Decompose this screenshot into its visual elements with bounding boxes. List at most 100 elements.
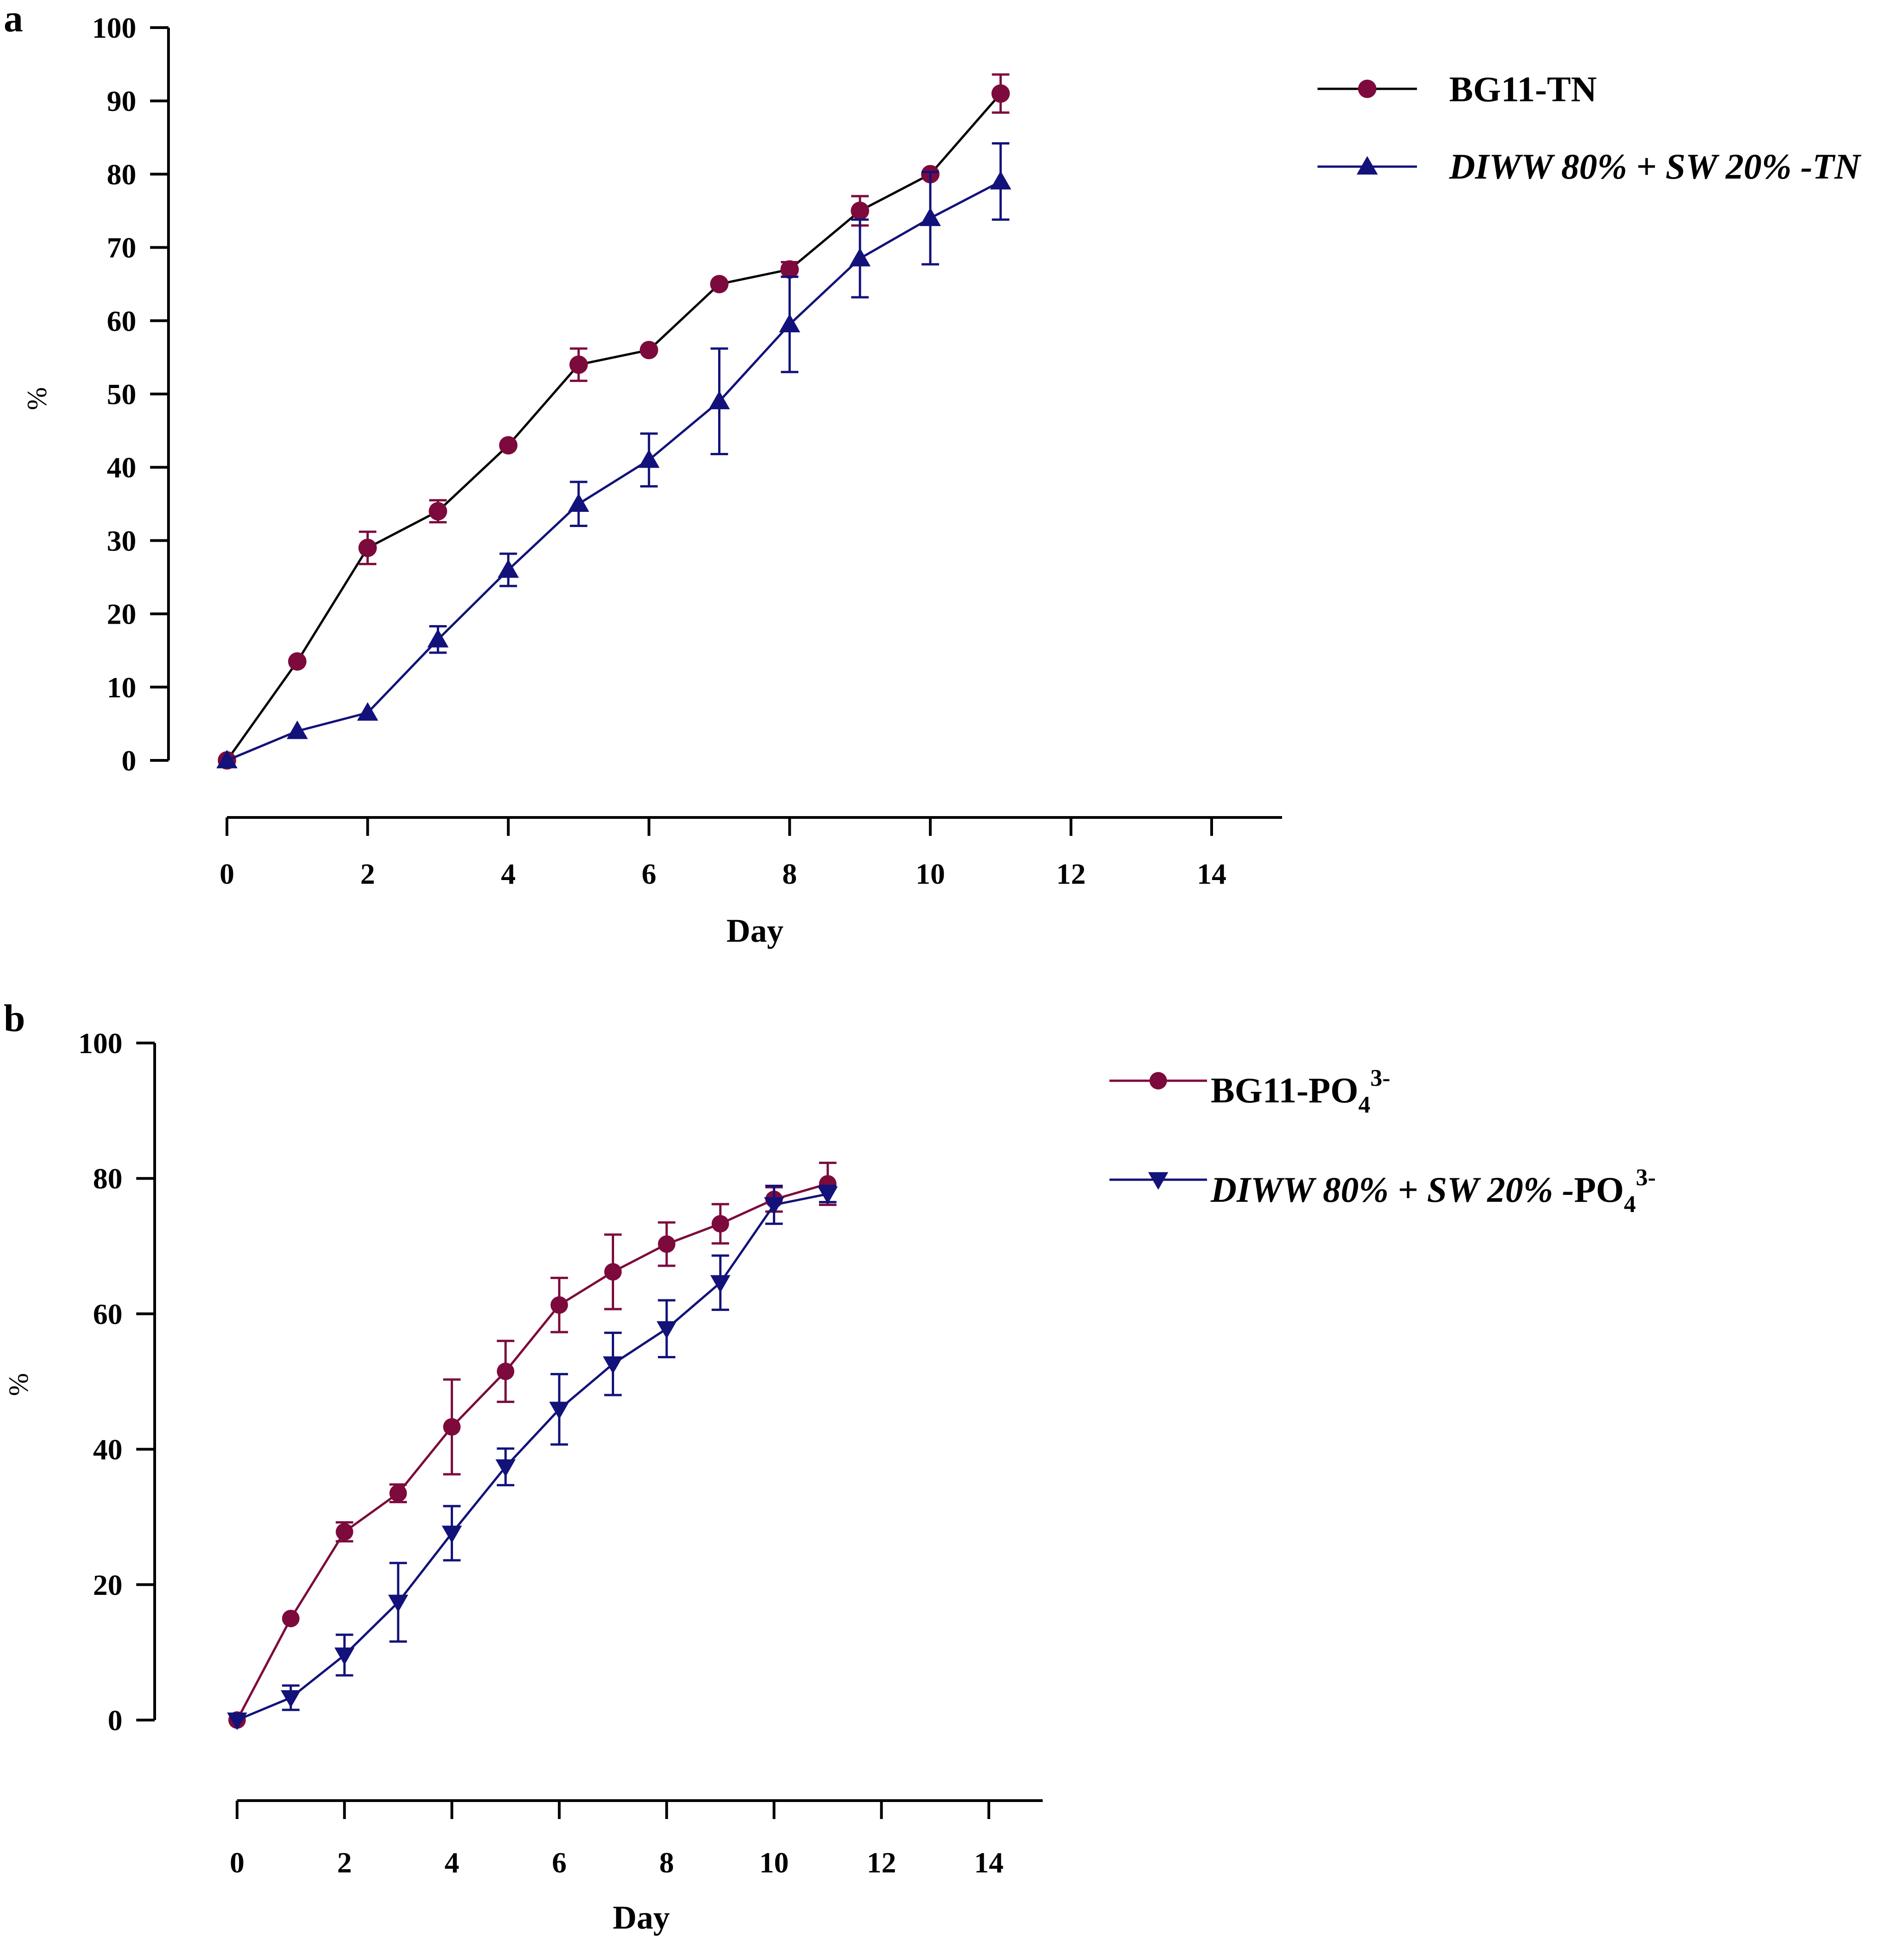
- y-tick-label: 20: [107, 598, 136, 631]
- x-tick-label: 14: [974, 1846, 1004, 1879]
- panel-b-y-ticks: 0 20 40 60 80 100: [78, 1027, 155, 1737]
- data-point: [991, 84, 1010, 103]
- data-point: [389, 1484, 407, 1502]
- panel-b-x-axis-title: Day: [613, 1899, 670, 1936]
- y-tick-label: 80: [107, 158, 136, 191]
- data-point: [357, 702, 378, 721]
- x-tick-label: 0: [230, 1846, 244, 1879]
- y-tick-label: 80: [93, 1162, 122, 1195]
- data-point: [780, 260, 799, 279]
- data-point: [656, 1321, 677, 1339]
- data-point: [227, 1712, 247, 1730]
- legend-entry-1: BG11-TN: [1318, 69, 1597, 109]
- series-2: [227, 1184, 838, 1730]
- panel-b: b 0 20 40 60 80 100 0 2 4 6 8 10 12 14 Day % BG11-PO…: [3, 997, 1656, 1936]
- x-tick-label: 12: [867, 1846, 896, 1879]
- panel-a: a 0 10 20 30 40 50 60 70 80 90 100 0 2 4 6 8 10 12 14 Day…: [4, 0, 1862, 949]
- data-point: [568, 493, 589, 512]
- data-point: [658, 1235, 676, 1253]
- data-point: [441, 1525, 462, 1543]
- legend-label-part: PO: [1574, 1170, 1624, 1210]
- data-point: [499, 436, 518, 455]
- data-point: [282, 1610, 300, 1628]
- data-point: [569, 355, 588, 374]
- data-point: [919, 207, 941, 226]
- x-tick-label: 10: [916, 858, 945, 890]
- y-tick-label: 100: [78, 1027, 122, 1060]
- y-tick-label: 0: [108, 1704, 122, 1737]
- data-point: [708, 390, 730, 410]
- y-tick-label: 90: [107, 85, 136, 117]
- data-point: [388, 1594, 408, 1612]
- x-tick-label: 12: [1056, 858, 1086, 890]
- panel-a-x-ticks: 0 2 4 6 8 10 12 14: [220, 817, 1226, 890]
- panel-a-y-ticks: 0 10 20 30 40 50 60 70 80 90 100: [92, 12, 168, 777]
- x-tick-label: 14: [1197, 858, 1226, 890]
- x-tick-label: 8: [659, 1846, 674, 1879]
- legend-swatch-marker: [1358, 80, 1376, 98]
- series-line: [226, 180, 1001, 762]
- x-tick-label: 10: [759, 1846, 789, 1879]
- data-point: [710, 1275, 731, 1293]
- legend-swatch-marker: [1357, 156, 1378, 175]
- y-tick-label: 10: [107, 671, 136, 704]
- data-point: [358, 539, 377, 557]
- y-tick-label: 50: [107, 378, 136, 411]
- legend-entry-1: BG11-PO43-: [1109, 1065, 1390, 1118]
- x-tick-label: 8: [782, 858, 797, 890]
- panel-a-plot-area: [216, 73, 1011, 770]
- series-1: [228, 1161, 837, 1729]
- data-point: [334, 1647, 355, 1665]
- y-tick-label: 40: [93, 1433, 122, 1466]
- y-tick-label: 70: [107, 232, 136, 264]
- legend-entry-2: DIWW 80% + SW 20% -PO43-: [1109, 1165, 1656, 1217]
- y-tick-label: 100: [92, 12, 136, 44]
- x-tick-label: 0: [220, 858, 234, 890]
- panel-a-letter: a: [4, 0, 23, 40]
- y-tick-label: 0: [122, 744, 136, 777]
- data-point: [216, 750, 238, 769]
- data-point: [288, 652, 307, 671]
- y-tick-label: 30: [107, 524, 136, 557]
- data-point: [280, 1690, 301, 1708]
- panel-b-letter: b: [4, 997, 25, 1040]
- y-tick-label: 20: [93, 1569, 122, 1601]
- series-line: [236, 1182, 828, 1721]
- x-tick-label: 4: [501, 858, 516, 890]
- legend-label-part: BG11-TN: [1449, 69, 1597, 109]
- series-2: [216, 142, 1011, 769]
- x-tick-label: 4: [445, 1846, 459, 1879]
- data-point: [429, 502, 447, 521]
- legend-entry-2: DIWW 80% + SW 20% -TN: [1318, 146, 1862, 186]
- legend-label-part: 4: [1624, 1191, 1636, 1217]
- panel-b-plot-area: [227, 1161, 838, 1730]
- panel-a-y-axis-title: %: [22, 387, 52, 410]
- data-point: [849, 248, 871, 267]
- data-point: [549, 1402, 569, 1420]
- data-point: [710, 275, 729, 294]
- legend-label: DIWW 80% + SW 20% -PO43-: [1210, 1165, 1656, 1217]
- data-point: [336, 1523, 354, 1541]
- data-point: [764, 1197, 784, 1215]
- data-point: [818, 1186, 838, 1204]
- y-tick-label: 60: [93, 1298, 122, 1330]
- data-point: [779, 313, 801, 333]
- legend-label: BG11-TN: [1449, 69, 1597, 109]
- data-point: [990, 171, 1011, 190]
- data-point: [711, 1215, 729, 1233]
- data-point: [443, 1418, 461, 1436]
- data-point: [495, 1459, 516, 1477]
- x-tick-label: 6: [552, 1846, 567, 1879]
- x-tick-label: 6: [642, 858, 656, 890]
- panel-a-legend: BG11-TN DIWW 80% + SW 20% -TN: [1318, 69, 1862, 186]
- data-point: [639, 341, 658, 359]
- legend-swatch-marker: [1148, 1172, 1168, 1190]
- legend-label-part: DIWW 80% + SW 20% -TN: [1449, 146, 1862, 186]
- data-point: [498, 559, 519, 578]
- x-tick-label: 2: [360, 858, 375, 890]
- panel-b-y-axis-title: %: [3, 1373, 34, 1396]
- panel-b-x-ticks: 0 2 4 6 8 10 12 14: [230, 1801, 1004, 1879]
- legend-label-part: 4: [1358, 1092, 1370, 1118]
